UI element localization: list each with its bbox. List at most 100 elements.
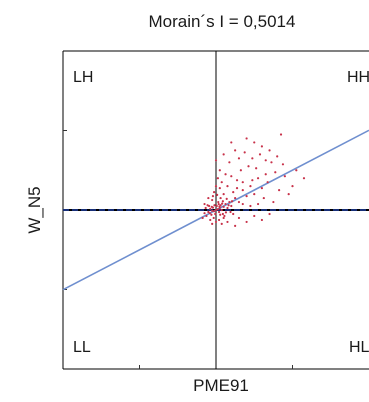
data-point-113 (230, 141, 233, 144)
data-point-105 (204, 206, 207, 210)
data-point-13 (222, 205, 225, 208)
data-point-72 (245, 220, 248, 224)
data-point-63 (276, 155, 279, 158)
data-point-8 (214, 212, 217, 216)
quadrant-label-hh: HH (347, 69, 369, 86)
x-axis-label: PME91 (193, 376, 249, 395)
data-point-118 (235, 187, 239, 190)
data-point-29 (237, 200, 241, 204)
data-point-54 (220, 181, 223, 184)
data-point-91 (211, 222, 214, 226)
data-point-58 (260, 145, 263, 148)
data-point-34 (256, 177, 260, 180)
data-point-4 (211, 209, 214, 212)
y-axis-label: W_N5 (25, 186, 44, 233)
data-point-2 (212, 210, 216, 213)
data-point-94 (203, 202, 206, 206)
data-point-79 (222, 216, 225, 220)
data-point-30 (241, 189, 244, 192)
data-point-101 (219, 213, 222, 216)
data-point-70 (232, 212, 235, 216)
data-point-81 (207, 196, 210, 200)
data-point-88 (219, 196, 222, 200)
data-point-21 (217, 200, 220, 204)
data-point-84 (216, 177, 220, 180)
data-point-86 (218, 169, 221, 172)
data-point-90 (209, 218, 212, 222)
data-point-96 (229, 210, 232, 214)
data-point-73 (253, 214, 256, 218)
data-point-24 (206, 204, 209, 207)
data-point-23 (223, 214, 226, 218)
data-point-109 (218, 205, 221, 208)
data-point-102 (210, 205, 213, 208)
data-point-66 (291, 185, 294, 188)
data-point-65 (287, 193, 290, 196)
data-point-71 (237, 216, 241, 220)
data-point-42 (258, 153, 262, 156)
data-point-89 (216, 193, 219, 196)
data-point-14 (207, 210, 210, 214)
data-point-74 (260, 218, 263, 222)
data-point-31 (245, 194, 248, 198)
data-point-62 (268, 149, 271, 152)
data-point-38 (239, 169, 242, 172)
data-point-55 (218, 187, 221, 190)
data-point-60 (234, 149, 237, 152)
quadrant-label-hl: HL (349, 339, 369, 356)
data-point-116 (264, 159, 267, 162)
data-point-50 (230, 175, 233, 178)
data-point-110 (295, 169, 298, 172)
data-point-67 (256, 202, 260, 206)
data-point-68 (249, 204, 252, 208)
data-point-19 (226, 206, 229, 210)
data-point-1 (216, 208, 220, 211)
data-point-45 (270, 161, 273, 164)
data-point-82 (212, 191, 216, 194)
quadrant-label-ll: LL (73, 339, 91, 356)
data-point-111 (302, 177, 306, 180)
data-point-35 (260, 187, 263, 190)
data-point-44 (266, 181, 269, 184)
data-point-93 (217, 218, 221, 222)
data-point-12 (210, 213, 213, 216)
data-point-49 (226, 185, 229, 188)
data-point-17 (224, 202, 227, 206)
data-point-32 (249, 185, 252, 188)
data-point-100 (213, 204, 216, 207)
data-point-22 (212, 216, 215, 220)
data-point-119 (272, 200, 275, 204)
data-point-10 (209, 207, 212, 210)
data-point-106 (230, 200, 234, 203)
data-point-46 (274, 171, 277, 174)
data-point-33 (253, 193, 256, 196)
data-point-5 (217, 210, 221, 214)
data-point-69 (241, 202, 244, 206)
data-point-26 (230, 204, 233, 208)
data-point-0 (214, 208, 218, 212)
data-point-77 (234, 224, 237, 227)
data-point-25 (228, 200, 231, 204)
data-point-51 (222, 193, 225, 196)
data-point-59 (237, 157, 241, 160)
data-point-104 (227, 204, 230, 207)
data-point-98 (221, 200, 224, 203)
data-point-103 (224, 211, 228, 214)
data-point-83 (214, 185, 218, 188)
data-point-15 (221, 212, 224, 216)
data-point-57 (253, 141, 256, 144)
data-point-20 (203, 212, 206, 215)
data-point-115 (251, 179, 254, 182)
data-point-97 (225, 197, 228, 200)
data-point-47 (278, 189, 281, 192)
data-point-112 (279, 133, 283, 136)
data-point-95 (201, 216, 204, 220)
data-point-108 (208, 212, 211, 215)
data-point-43 (262, 196, 265, 200)
data-point-41 (255, 167, 258, 170)
data-point-39 (247, 165, 250, 168)
quadrant-label-lh: LH (73, 69, 93, 86)
data-point-76 (226, 220, 229, 224)
data-point-107 (221, 202, 224, 205)
